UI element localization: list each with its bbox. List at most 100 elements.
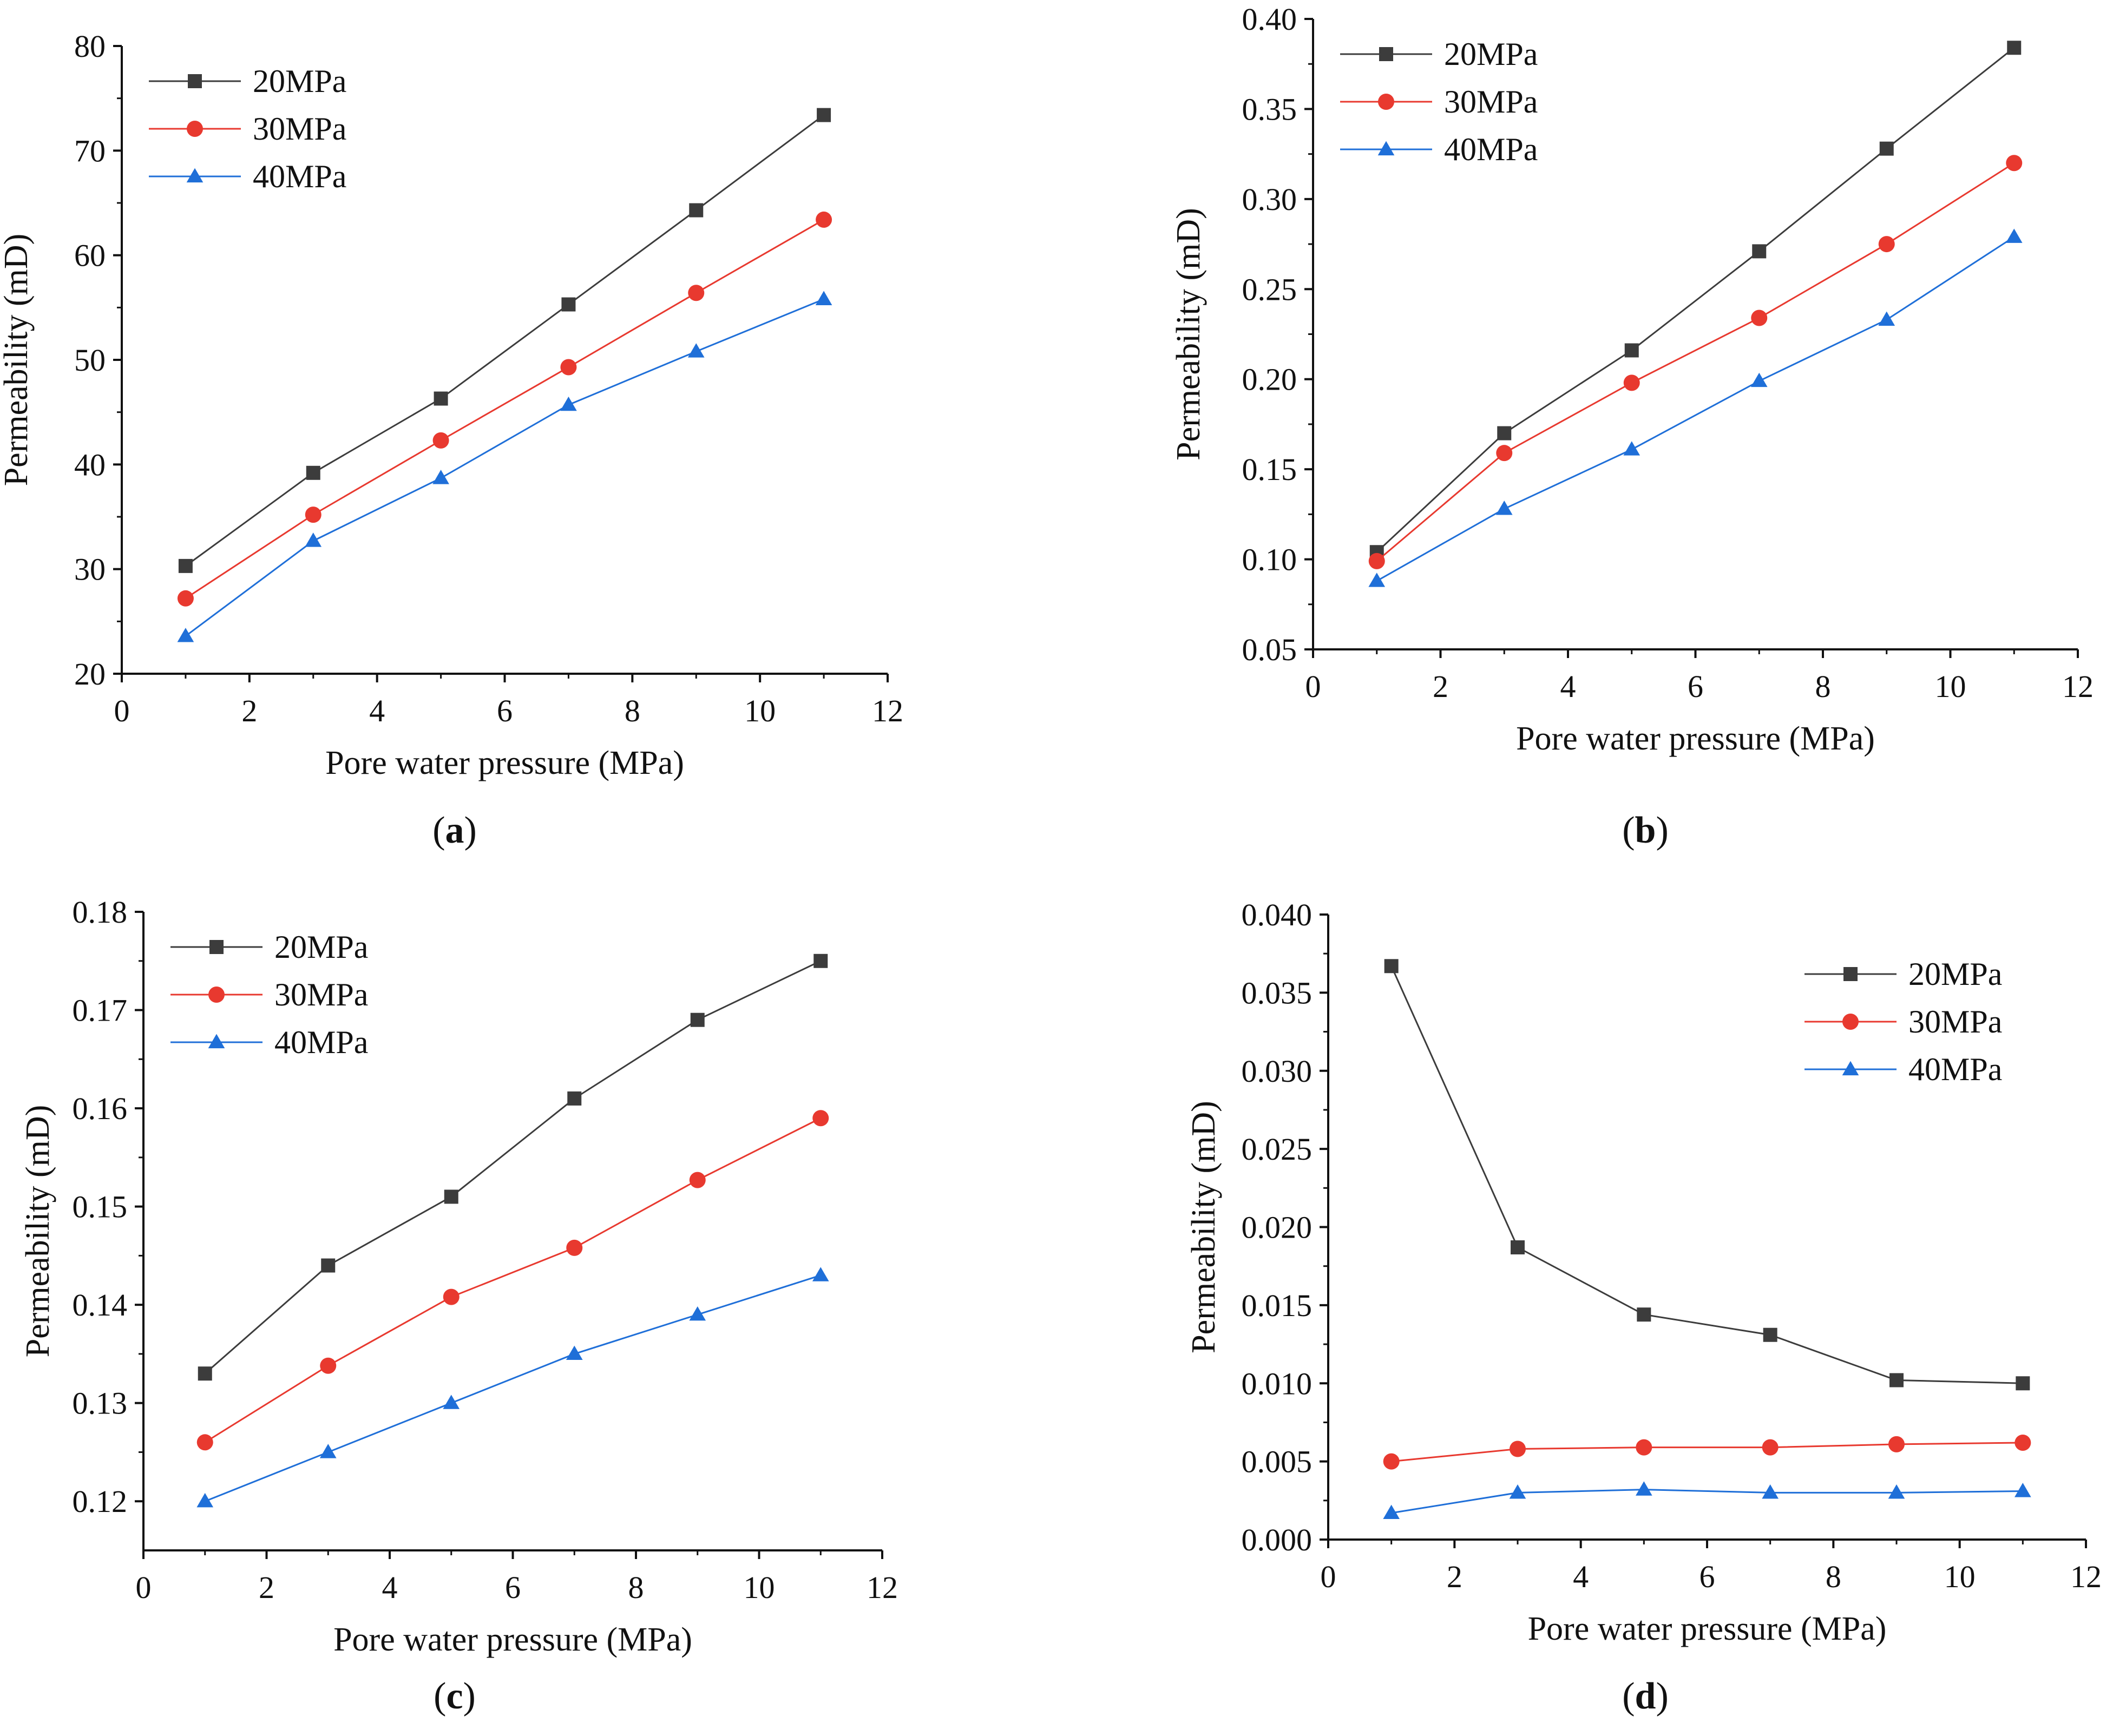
x-tick-label: 10	[744, 1570, 775, 1605]
legend-marker-30MPa	[187, 121, 203, 137]
data-point-30MPa	[1762, 1439, 1779, 1456]
y-tick-label: 0.13	[73, 1386, 128, 1421]
y-tick-label: 0.15	[1242, 452, 1297, 487]
y-axis-title: Permeability (mD)	[1170, 208, 1207, 461]
data-point-40MPa	[812, 1267, 829, 1281]
data-point-30MPa	[689, 1172, 706, 1188]
x-tick-label: 6	[505, 1570, 521, 1605]
data-point-20MPa	[1763, 1327, 1777, 1342]
series-line-30MPa	[204, 1117, 821, 1443]
legend-marker-40MPa	[1377, 141, 1395, 156]
data-point-30MPa	[1636, 1439, 1652, 1456]
data-point-20MPa	[2016, 1376, 2030, 1391]
chart-d: 0 2 4 6 8 10 12 0.000 0.005 0.010 0.015 0.020 0.025 0…	[1185, 897, 2102, 1647]
x-tick-label: 10	[1944, 1559, 1976, 1594]
y-tick-label: 0.12	[73, 1484, 128, 1519]
x-tick-label: 10	[744, 693, 776, 728]
y-tick-label: 0.030	[1242, 1054, 1313, 1089]
x-tick-label: 4	[1560, 669, 1576, 704]
data-point-30MPa	[2015, 1434, 2031, 1451]
data-point-20MPa	[1624, 343, 1639, 358]
x-axis-title: Pore water pressure (MPa)	[325, 745, 684, 781]
y-tick-label: 0.35	[1242, 91, 1297, 127]
legend-marker-20MPa	[1379, 47, 1393, 61]
y-tick-label: 40	[74, 447, 106, 482]
y-tick-label: 80	[74, 29, 106, 64]
data-point-40MPa	[305, 532, 322, 547]
data-point-40MPa	[815, 291, 832, 305]
data-point-40MPa	[1888, 1484, 1905, 1499]
data-point-20MPa	[813, 954, 828, 968]
data-point-40MPa	[566, 1345, 583, 1360]
x-tick-label: 2	[259, 1570, 274, 1605]
x-axis-title: Pore water pressure (MPa)	[333, 1621, 692, 1658]
data-point-30MPa	[432, 432, 449, 449]
data-point-40MPa	[196, 1492, 214, 1508]
y-tick-label: 0.40	[1242, 2, 1297, 37]
data-point-30MPa	[1751, 310, 1768, 326]
y-tick-label: 0.18	[73, 895, 128, 930]
data-point-30MPa	[305, 507, 321, 523]
y-tick-label: 0.17	[73, 993, 128, 1028]
data-point-20MPa	[321, 1258, 336, 1273]
data-point-40MPa	[1636, 1481, 1652, 1496]
y-tick-label: 0.000	[1242, 1522, 1313, 1557]
legend-label-20MPa: 20MPa	[1908, 956, 2002, 992]
data-point-30MPa	[177, 590, 194, 607]
x-tick-label: 8	[625, 693, 640, 728]
y-axis-title: Permeability (mD)	[0, 234, 35, 486]
caption-c: (c)	[434, 1675, 476, 1717]
data-point-20MPa	[1637, 1307, 1651, 1322]
y-tick-label: 30	[74, 552, 106, 587]
data-point-30MPa	[443, 1288, 460, 1305]
x-tick-label: 0	[114, 693, 130, 728]
legend-marker-30MPa	[1378, 94, 1394, 110]
data-point-30MPa	[560, 359, 577, 376]
x-tick-label: 10	[1935, 669, 1966, 704]
legend-label-30MPa: 30MPa	[1444, 84, 1538, 120]
x-tick-label: 6	[1688, 669, 1703, 704]
y-tick-label: 20	[74, 656, 106, 692]
x-tick-label: 4	[1573, 1559, 1589, 1594]
y-tick-label: 0.05	[1242, 632, 1297, 667]
y-tick-label: 70	[74, 133, 106, 168]
data-point-20MPa	[561, 297, 576, 312]
data-point-30MPa	[1496, 445, 1513, 462]
data-point-40MPa	[687, 343, 705, 358]
series-line-40MPa	[1376, 236, 2015, 582]
data-point-40MPa	[319, 1444, 337, 1458]
data-point-20MPa	[690, 1012, 705, 1027]
data-point-30MPa	[2006, 155, 2023, 172]
legend-marker-20MPa	[188, 74, 202, 88]
data-point-20MPa	[198, 1366, 212, 1381]
x-axis-title: Pore water pressure (MPa)	[1516, 720, 1875, 757]
data-point-30MPa	[1623, 374, 1640, 391]
series-line-30MPa	[1376, 162, 2015, 562]
x-tick-label: 8	[1826, 1559, 1841, 1594]
data-point-40MPa	[2015, 1483, 2031, 1497]
data-point-20MPa	[434, 391, 448, 406]
series-line-20MPa	[185, 114, 824, 567]
data-point-30MPa	[1368, 553, 1385, 569]
data-point-30MPa	[1888, 1436, 1905, 1452]
legend-marker-40MPa	[1842, 1061, 1859, 1076]
y-tick-label: 0.010	[1242, 1366, 1313, 1401]
y-tick-label: 0.020	[1242, 1210, 1313, 1245]
data-point-40MPa	[1383, 1504, 1400, 1520]
x-tick-label: 8	[1815, 669, 1831, 704]
x-tick-label: 12	[872, 693, 903, 728]
data-point-40MPa	[560, 396, 577, 411]
x-tick-label: 12	[2062, 669, 2094, 704]
data-point-20MPa	[1752, 244, 1767, 259]
y-tick-label: 0.005	[1242, 1444, 1313, 1479]
y-tick-label: 0.025	[1242, 1132, 1313, 1167]
caption-d: (d)	[1622, 1675, 1669, 1717]
x-tick-label: 4	[382, 1570, 398, 1605]
legend-label-30MPa: 30MPa	[1908, 1004, 2002, 1040]
data-point-20MPa	[689, 203, 704, 218]
y-tick-label: 0.14	[73, 1287, 128, 1323]
y-tick-label: 0.040	[1242, 897, 1313, 932]
data-point-40MPa	[177, 628, 194, 642]
x-tick-label: 0	[1321, 1559, 1336, 1594]
